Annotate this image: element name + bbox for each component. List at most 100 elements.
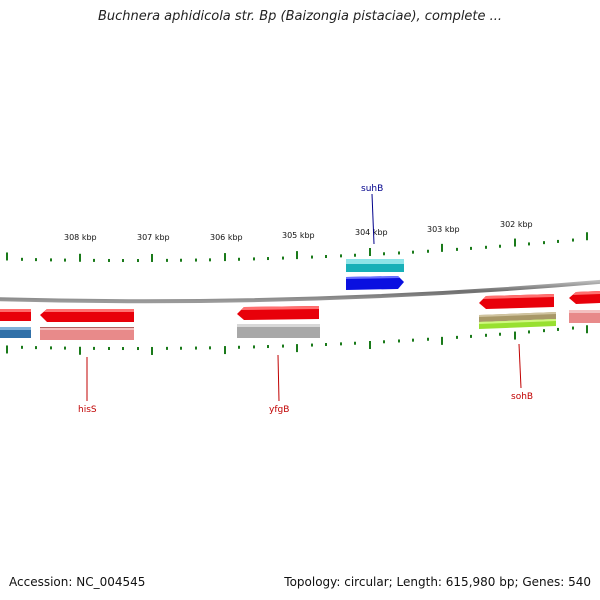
gene-label-sohB[interactable]: sohB (511, 392, 533, 402)
feature-hisS-pink[interactable] (40, 327, 134, 340)
feature-yfgB-red[interactable] (237, 306, 319, 320)
minor-tick (166, 258, 168, 262)
minor-tick (21, 345, 23, 349)
scale-label-302: 302 kbp (500, 220, 533, 229)
minor-tick (108, 346, 110, 350)
major-tick (79, 253, 81, 262)
feature-yfgB-gray[interactable] (237, 324, 320, 338)
minor-tick (180, 258, 182, 262)
minor-tick (528, 242, 530, 246)
minor-tick (383, 340, 385, 344)
major-tick (369, 341, 371, 350)
feature-right-edge-red[interactable] (569, 291, 600, 304)
minor-tick (456, 247, 458, 251)
major-tick (514, 238, 516, 247)
feature-suhB-teal[interactable] (346, 259, 404, 272)
major-tick (586, 232, 588, 241)
minor-tick (64, 346, 66, 350)
minor-tick (325, 343, 327, 347)
minor-tick (557, 327, 559, 331)
minor-tick (470, 246, 472, 250)
minor-tick (137, 347, 139, 351)
minor-tick (398, 251, 400, 255)
minor-tick (195, 346, 197, 350)
gene-label-suhB[interactable]: suhB (361, 184, 383, 194)
minor-tick (282, 344, 284, 348)
minor-tick (412, 338, 414, 342)
major-tick (79, 346, 81, 355)
gene-label-hisS[interactable]: hisS (78, 405, 97, 415)
minor-tick (50, 346, 52, 350)
minor-tick (238, 257, 240, 261)
feature-suhB-blue[interactable] (346, 276, 404, 290)
major-tick (6, 252, 8, 261)
feature-hisS-red[interactable] (40, 309, 134, 322)
minor-tick (499, 244, 501, 248)
minor-tick (383, 252, 385, 256)
major-tick (441, 336, 443, 345)
minor-tick (93, 346, 95, 350)
scale-label-305: 305 kbp (282, 231, 315, 240)
minor-tick (35, 258, 37, 262)
scale-label-304: 304 kbp (355, 228, 388, 237)
yfgB-leader-line (277, 354, 280, 402)
minor-tick (354, 341, 356, 345)
minor-tick (398, 339, 400, 343)
minor-tick (485, 245, 487, 249)
minor-tick (137, 259, 139, 263)
feature-sohB-lime[interactable] (479, 319, 556, 329)
minor-tick (267, 345, 269, 349)
feature-left-edge-red[interactable] (0, 309, 31, 321)
feature-sohB-red[interactable] (479, 294, 554, 309)
minor-tick (35, 346, 37, 350)
minor-tick (499, 332, 501, 336)
minor-tick (253, 345, 255, 349)
scale-label-308: 308 kbp (64, 233, 97, 242)
minor-tick (108, 258, 110, 262)
minor-tick (427, 337, 429, 341)
feature-right-edge-pink[interactable] (569, 310, 600, 323)
minor-tick (485, 333, 487, 337)
minor-tick (166, 346, 168, 350)
minor-tick (253, 257, 255, 261)
minor-tick (311, 343, 313, 347)
minor-tick (122, 259, 124, 263)
feature-sohB-olive[interactable] (479, 312, 556, 322)
minor-tick (267, 257, 269, 261)
minor-tick (64, 258, 66, 262)
minor-tick (557, 239, 559, 243)
gene-label-yfgB[interactable]: yfgB (269, 405, 289, 415)
major-tick (224, 346, 226, 355)
minor-tick (238, 345, 240, 349)
minor-tick (528, 330, 530, 334)
major-tick (296, 251, 298, 260)
minor-tick (354, 253, 356, 257)
major-tick (151, 346, 153, 355)
outer-scale-ticks (6, 232, 588, 263)
genome-backbone (0, 279, 600, 304)
minor-tick (122, 347, 124, 351)
minor-tick (311, 255, 313, 259)
sohB-leader-line (518, 343, 522, 389)
minor-tick (340, 342, 342, 346)
map-title: Buchnera aphidicola str. Bp (Baizongia p… (97, 9, 503, 24)
minor-tick (572, 326, 574, 330)
major-tick (224, 253, 226, 262)
minor-tick (21, 257, 23, 261)
scale-label-306: 306 kbp (210, 233, 243, 242)
feature-left-edge-steelblue[interactable] (0, 327, 31, 338)
topology-summary-text: Topology: circular; Length: 615,980 bp; … (284, 575, 591, 589)
minor-tick (195, 258, 197, 262)
minor-tick (282, 256, 284, 260)
major-tick (151, 253, 153, 262)
minor-tick (427, 249, 429, 253)
minor-tick (209, 258, 211, 262)
major-tick (514, 331, 516, 340)
minor-tick (93, 258, 95, 262)
minor-tick (340, 254, 342, 258)
suhB-leader-line (371, 193, 375, 245)
minor-tick (456, 335, 458, 339)
minor-tick (543, 241, 545, 245)
minor-tick (180, 346, 182, 350)
